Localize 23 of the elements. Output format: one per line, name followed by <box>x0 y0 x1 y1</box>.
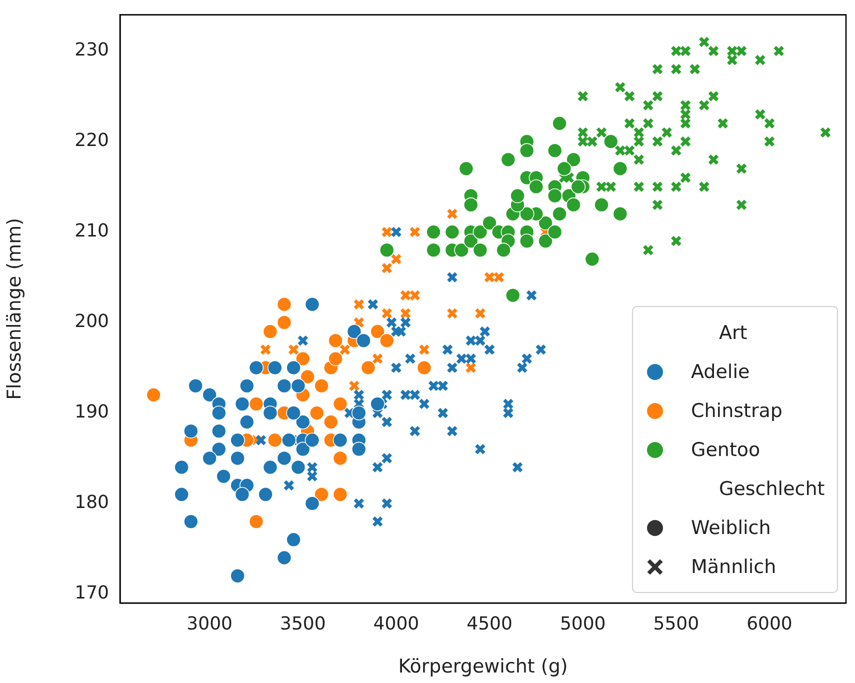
y-tick-label: 180 <box>74 492 109 514</box>
x-tick-label: 6000 <box>746 613 792 634</box>
x-tick-label: 4500 <box>466 613 512 634</box>
y-axis-title: Flossenlänge (mm) <box>3 218 26 400</box>
legend-label: Gentoo <box>691 438 760 460</box>
x-tick-label: 5000 <box>560 613 606 634</box>
y-tick-label: 210 <box>74 220 109 242</box>
x-axis-title: Körpergewicht (g) <box>398 656 568 678</box>
x-tick-label: 3000 <box>186 613 232 634</box>
legend-label: Männlich <box>691 556 776 578</box>
legend-label: Weiblich <box>691 516 771 538</box>
x-tick-label: 3500 <box>280 613 326 634</box>
y-tick-label: 170 <box>74 582 109 604</box>
y-tick-label: 220 <box>74 130 109 152</box>
legend-label: Adelie <box>691 360 750 382</box>
legend-label: Chinstrap <box>691 400 782 422</box>
y-tick-label: 190 <box>74 402 109 423</box>
x-tick-label: 5500 <box>653 613 700 634</box>
y-tick-label: 230 <box>74 40 109 61</box>
y-tick-label: 200 <box>74 311 109 332</box>
legend-title: Art <box>719 322 748 344</box>
x-tick-label: 4000 <box>373 613 420 634</box>
text: Geschlecht <box>719 478 825 500</box>
